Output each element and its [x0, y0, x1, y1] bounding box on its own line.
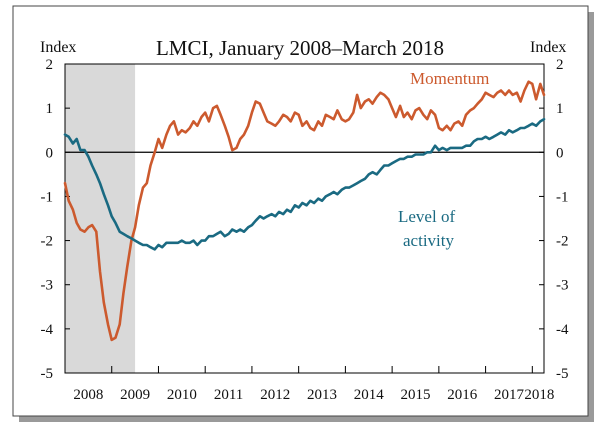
y-tick-label-left: -4: [41, 322, 54, 338]
y-tick-label-right: -2: [556, 234, 569, 250]
series-label-momentum: Momentum: [410, 69, 489, 88]
x-tick-label: 2012: [260, 387, 290, 403]
series-line-momentum: [63, 80, 546, 342]
y-tick-label-right: 1: [556, 101, 564, 117]
chart-title: LMCI, January 2008–March 2018: [156, 36, 444, 60]
series-label-level-line2: activity: [403, 231, 454, 250]
plot-area: 2 2 1 1 0 0 -1 -1 -2 -2 -3 -3 -4 -4 -5 -5 2008 2009 2010 20…: [41, 57, 569, 403]
series-label-level-line1: Level of: [398, 207, 455, 226]
y-tick-label-left: -1: [41, 189, 54, 205]
y-tick-label-left: -2: [41, 234, 54, 250]
x-tick-label: 2016: [447, 387, 478, 403]
x-tick-label: 2018: [524, 387, 554, 403]
y-tick-label-right: 0: [556, 145, 564, 161]
x-tick-label: 2017: [494, 387, 525, 403]
x-tick-label: 2009: [120, 387, 150, 403]
series-line-level-of-activity: [63, 117, 546, 251]
y-tick-label-left: -3: [41, 278, 54, 294]
y-tick-label-right: 2: [556, 57, 564, 73]
x-tick-label: 2008: [73, 387, 103, 403]
x-tick-label: 2014: [354, 387, 385, 403]
x-tick-label: 2010: [167, 387, 197, 403]
y-tick-label-left: -5: [41, 366, 54, 382]
y-axis-label-left: Index: [40, 39, 76, 56]
y-tick-label-left: 1: [46, 101, 54, 117]
y-tick-label-right: -4: [556, 322, 569, 338]
y-tick-label-left: 2: [46, 57, 54, 73]
y-tick-label-right: -5: [556, 366, 569, 382]
plot-border: [64, 63, 545, 374]
y-tick-label-left: 0: [46, 145, 54, 161]
y-tick-label-right: -3: [556, 278, 569, 294]
x-tick-label: 2013: [307, 387, 337, 403]
x-tick-label: 2015: [400, 387, 430, 403]
x-tick-label: 2011: [214, 387, 243, 403]
y-tick-label-right: -1: [556, 189, 569, 205]
y-axis-label-right: Index: [530, 39, 566, 56]
